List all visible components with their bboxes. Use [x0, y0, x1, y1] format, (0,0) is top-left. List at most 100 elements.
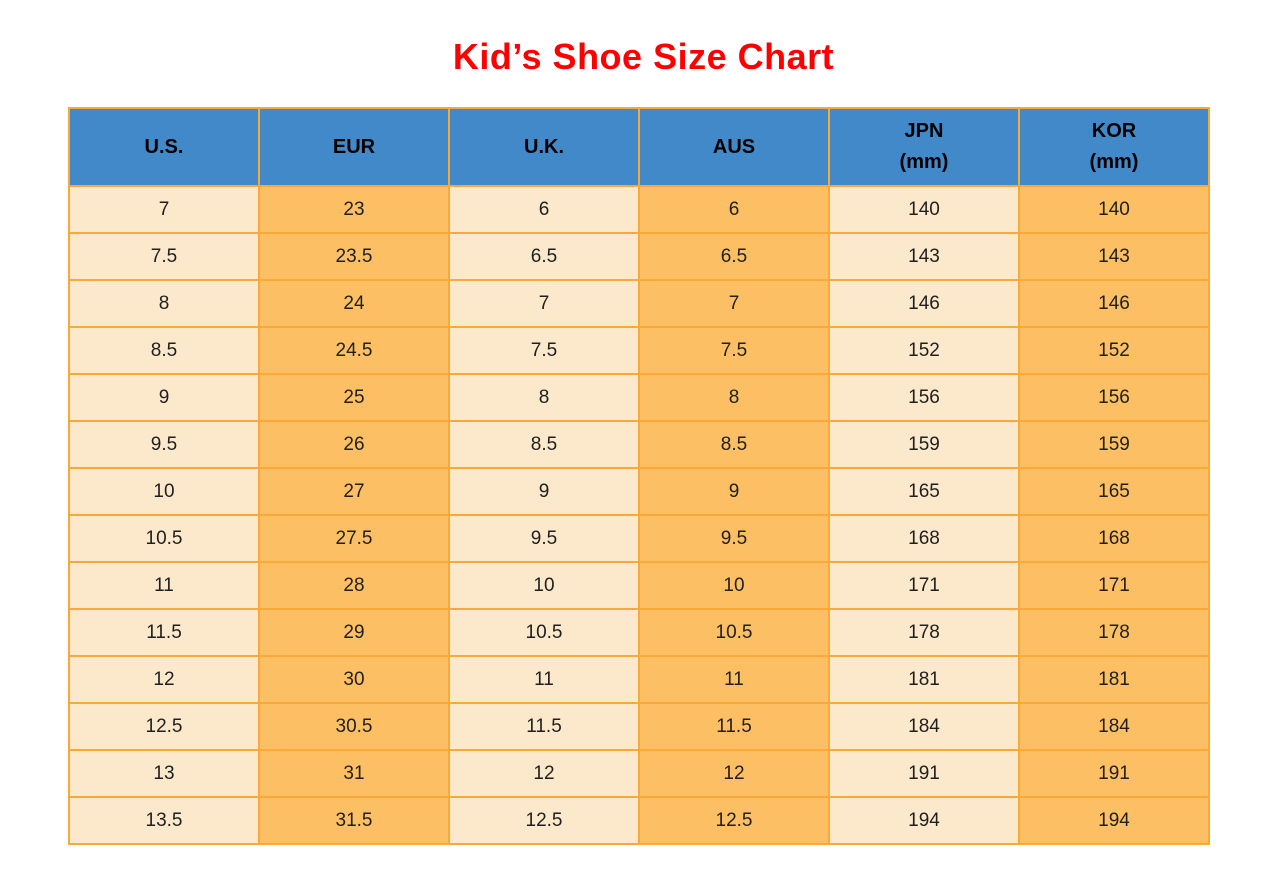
- cell-aus: 8: [638, 373, 830, 422]
- cell-uk: 10.5: [448, 608, 640, 657]
- table-row: 9 25 8 8 156 156: [68, 373, 1210, 422]
- table-row: 12 30 11 11 181 181: [68, 655, 1210, 704]
- cell-us: 10: [68, 467, 260, 516]
- cell-aus: 8.5: [638, 420, 830, 469]
- cell-uk: 11: [448, 655, 640, 704]
- page-title: Kid’s Shoe Size Chart: [452, 36, 835, 77]
- column-header-label: EUR: [332, 135, 376, 158]
- cell-eur: 23: [258, 185, 450, 234]
- column-header-jpn: JPN (mm): [828, 107, 1020, 187]
- cell-kor: 152: [1018, 326, 1210, 375]
- column-header-aus: AUS: [638, 107, 830, 187]
- cell-eur: 23.5: [258, 232, 450, 281]
- cell-us: 11: [68, 561, 260, 610]
- cell-uk: 10: [448, 561, 640, 610]
- cell-kor: 165: [1018, 467, 1210, 516]
- cell-eur: 26: [258, 420, 450, 469]
- cell-us: 9.5: [68, 420, 260, 469]
- cell-eur: 30: [258, 655, 450, 704]
- cell-kor: 171: [1018, 561, 1210, 610]
- cell-jpn: 184: [828, 702, 1020, 751]
- cell-aus: 11.5: [638, 702, 830, 751]
- cell-kor: 178: [1018, 608, 1210, 657]
- table-row: 13 31 12 12 191 191: [68, 749, 1210, 798]
- cell-aus: 12: [638, 749, 830, 798]
- cell-kor: 143: [1018, 232, 1210, 281]
- column-header-kor: KOR (mm): [1018, 107, 1210, 187]
- table-row: 11.5 29 10.5 10.5 178 178: [68, 608, 1210, 657]
- cell-uk: 11.5: [448, 702, 640, 751]
- cell-us: 9: [68, 373, 260, 422]
- cell-eur: 27.5: [258, 514, 450, 563]
- cell-us: 8: [68, 279, 260, 328]
- table-row: 7.5 23.5 6.5 6.5 143 143: [68, 232, 1210, 281]
- cell-jpn: 156: [828, 373, 1020, 422]
- cell-aus: 12.5: [638, 796, 830, 845]
- table-row: 12.5 30.5 11.5 11.5 184 184: [68, 702, 1210, 751]
- cell-eur: 29: [258, 608, 450, 657]
- table-row: 11 28 10 10 171 171: [68, 561, 1210, 610]
- table-row: 8 24 7 7 146 146: [68, 279, 1210, 328]
- cell-kor: 168: [1018, 514, 1210, 563]
- cell-kor: 159: [1018, 420, 1210, 469]
- cell-us: 11.5: [68, 608, 260, 657]
- cell-jpn: 165: [828, 467, 1020, 516]
- table-row: 8.5 24.5 7.5 7.5 152 152: [68, 326, 1210, 375]
- cell-jpn: 168: [828, 514, 1020, 563]
- cell-uk: 7.5: [448, 326, 640, 375]
- cell-eur: 24: [258, 279, 450, 328]
- column-header-label: KOR: [1091, 120, 1137, 142]
- cell-us: 13: [68, 749, 260, 798]
- cell-us: 7.5: [68, 232, 260, 281]
- table-body: 7 23 6 6 140 140 7.5 23.5 6.5 6.5 143 143 8 24 7 7 146 14…: [68, 185, 1210, 845]
- cell-eur: 24.5: [258, 326, 450, 375]
- table-row: 9.5 26 8.5 8.5 159 159: [68, 420, 1210, 469]
- cell-us: 12: [68, 655, 260, 704]
- column-header-eur: EUR: [258, 107, 450, 187]
- cell-us: 8.5: [68, 326, 260, 375]
- column-header-us: U.S.: [68, 107, 260, 187]
- cell-uk: 8: [448, 373, 640, 422]
- table-row: 13.5 31.5 12.5 12.5 194 194: [68, 796, 1210, 845]
- cell-jpn: 146: [828, 279, 1020, 328]
- cell-eur: 27: [258, 467, 450, 516]
- cell-us: 12.5: [68, 702, 260, 751]
- cell-kor: 156: [1018, 373, 1210, 422]
- cell-jpn: 191: [828, 749, 1020, 798]
- cell-kor: 184: [1018, 702, 1210, 751]
- table-row: 7 23 6 6 140 140: [68, 185, 1210, 234]
- table-row: 10.5 27.5 9.5 9.5 168 168: [68, 514, 1210, 563]
- cell-uk: 8.5: [448, 420, 640, 469]
- cell-aus: 9: [638, 467, 830, 516]
- cell-aus: 11: [638, 655, 830, 704]
- cell-jpn: 152: [828, 326, 1020, 375]
- shoe-size-table: U.S. EUR U.K. AUS JPN (mm) KOR (mm) 7 23 6 6 140 140…: [68, 107, 1210, 845]
- cell-jpn: 194: [828, 796, 1020, 845]
- cell-us: 10.5: [68, 514, 260, 563]
- cell-us: 13.5: [68, 796, 260, 845]
- cell-kor: 181: [1018, 655, 1210, 704]
- table-row: 10 27 9 9 165 165: [68, 467, 1210, 516]
- column-header-sublabel: (mm): [1089, 151, 1139, 173]
- cell-uk: 9.5: [448, 514, 640, 563]
- cell-jpn: 181: [828, 655, 1020, 704]
- column-header-label: AUS: [712, 135, 756, 158]
- cell-uk: 9: [448, 467, 640, 516]
- cell-eur: 28: [258, 561, 450, 610]
- cell-uk: 6: [448, 185, 640, 234]
- column-header-label: U.S.: [144, 135, 184, 158]
- cell-uk: 12: [448, 749, 640, 798]
- cell-kor: 146: [1018, 279, 1210, 328]
- column-header-sublabel: (mm): [899, 151, 949, 173]
- column-header-label: U.K.: [524, 135, 564, 158]
- cell-kor: 140: [1018, 185, 1210, 234]
- cell-eur: 30.5: [258, 702, 450, 751]
- cell-aus: 6.5: [638, 232, 830, 281]
- cell-eur: 31.5: [258, 796, 450, 845]
- cell-aus: 7.5: [638, 326, 830, 375]
- cell-aus: 6: [638, 185, 830, 234]
- cell-uk: 12.5: [448, 796, 640, 845]
- cell-jpn: 178: [828, 608, 1020, 657]
- cell-jpn: 159: [828, 420, 1020, 469]
